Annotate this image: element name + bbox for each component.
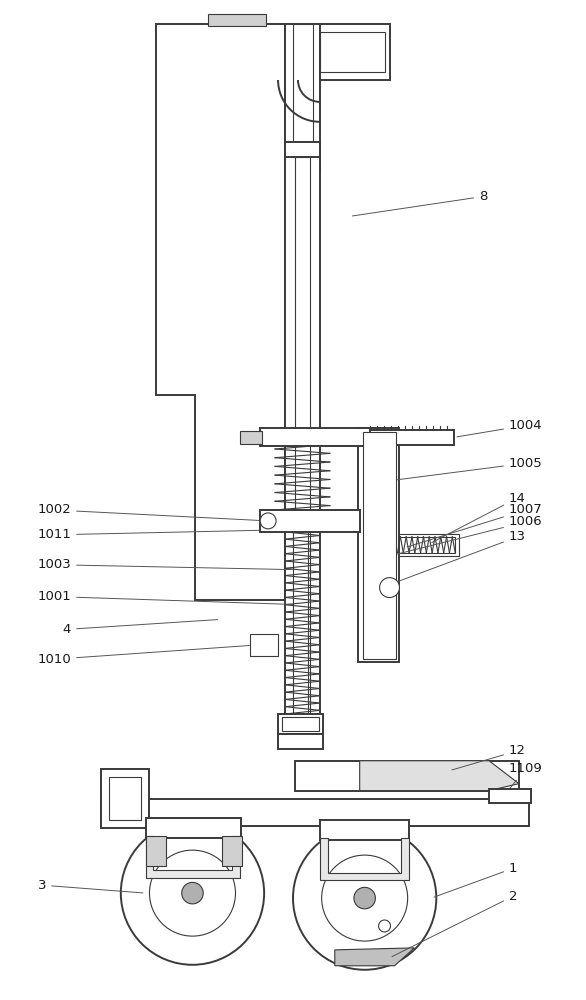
- Polygon shape: [146, 836, 240, 878]
- Polygon shape: [335, 948, 414, 966]
- Bar: [260, 428, 370, 446]
- Bar: [146, 836, 166, 866]
- Bar: [363, 432, 396, 659]
- Circle shape: [293, 826, 437, 970]
- Text: 12: 12: [452, 744, 526, 770]
- Circle shape: [322, 855, 408, 941]
- Text: 8: 8: [352, 190, 488, 216]
- Text: 14: 14: [432, 492, 526, 543]
- Bar: [295, 157, 310, 734]
- Text: 4: 4: [63, 620, 217, 636]
- Polygon shape: [320, 838, 410, 880]
- Text: 1004: 1004: [457, 419, 543, 437]
- Bar: [397, 537, 455, 553]
- Text: 1002: 1002: [38, 503, 265, 521]
- Bar: [101, 769, 149, 828]
- Bar: [260, 510, 360, 532]
- Bar: [320, 24, 390, 80]
- Text: 1001: 1001: [38, 590, 292, 604]
- Circle shape: [380, 578, 400, 598]
- Bar: [285, 24, 320, 164]
- Bar: [394, 534, 459, 556]
- Text: 1: 1: [434, 862, 517, 897]
- Text: 1010: 1010: [38, 646, 250, 666]
- Bar: [293, 24, 313, 162]
- Text: 1007: 1007: [407, 503, 543, 547]
- Bar: [278, 734, 323, 749]
- Bar: [109, 777, 141, 820]
- Text: 1011: 1011: [37, 528, 277, 541]
- Text: 13: 13: [392, 530, 526, 584]
- Bar: [285, 142, 320, 172]
- Circle shape: [379, 920, 390, 932]
- Bar: [101, 799, 529, 826]
- Bar: [222, 836, 242, 866]
- Circle shape: [260, 513, 276, 529]
- Polygon shape: [156, 24, 285, 600]
- Text: 1005: 1005: [397, 457, 543, 480]
- Circle shape: [354, 887, 376, 909]
- Bar: [370, 430, 454, 445]
- Bar: [250, 634, 278, 656]
- Bar: [209, 14, 266, 26]
- Text: 1003: 1003: [38, 558, 292, 571]
- Text: 1109: 1109: [506, 762, 543, 793]
- Text: 1006: 1006: [397, 515, 543, 554]
- Polygon shape: [360, 761, 519, 791]
- Circle shape: [121, 821, 264, 965]
- Bar: [320, 820, 410, 840]
- Bar: [357, 428, 400, 662]
- Bar: [146, 818, 241, 838]
- Bar: [240, 431, 262, 444]
- Circle shape: [182, 882, 203, 904]
- Bar: [295, 761, 519, 791]
- Text: 3: 3: [38, 879, 143, 893]
- Bar: [293, 530, 308, 729]
- Text: 2: 2: [392, 890, 517, 957]
- Bar: [282, 717, 319, 731]
- Circle shape: [149, 850, 236, 936]
- Bar: [285, 157, 320, 734]
- Bar: [320, 32, 384, 72]
- Bar: [489, 789, 531, 803]
- Bar: [278, 714, 323, 734]
